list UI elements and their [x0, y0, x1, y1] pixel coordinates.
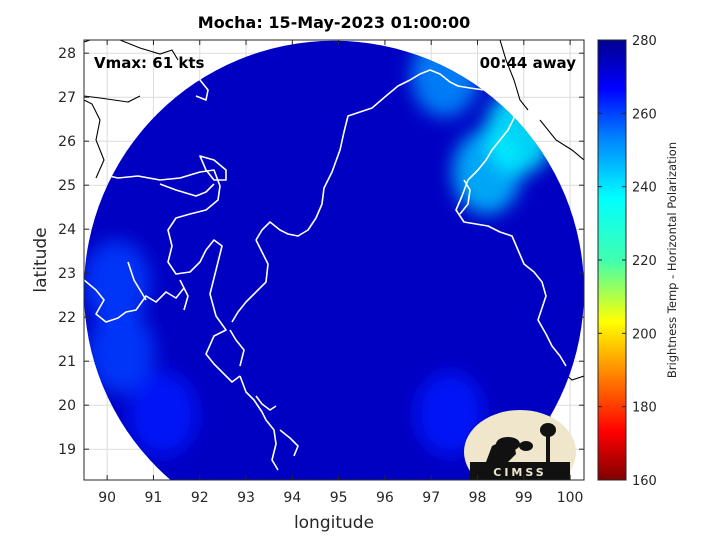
warm-region	[415, 372, 484, 456]
x-tick-label: 100	[557, 490, 584, 506]
y-tick-label: 19	[58, 442, 76, 458]
colorbar-tick-label: 240	[632, 181, 657, 196]
vmax-annotation: Vmax: 61 kts	[94, 54, 204, 72]
colorbar-label: Brightness Temp - Horizontal Polarizatio…	[665, 142, 679, 378]
warm-region	[84, 240, 151, 324]
colorbar-tick-label: 280	[632, 34, 657, 49]
plot-frame	[83, 39, 585, 481]
y-tick-label: 21	[58, 354, 76, 370]
warm-region	[87, 310, 156, 395]
y-tick-label: 20	[58, 398, 76, 414]
y-tick-label: 26	[58, 134, 76, 150]
y-tick-label: 27	[58, 90, 76, 106]
x-tick-label: 96	[376, 490, 394, 506]
x-tick-label: 90	[98, 490, 116, 506]
cimss-logo: CIMSS	[464, 410, 576, 480]
y-tick-label: 23	[58, 266, 76, 282]
colorbar-tick-label: 180	[632, 401, 657, 416]
colorbar-ticks: 160 180 200 220 240 260 280	[598, 34, 657, 489]
y-tick-label: 28	[58, 46, 76, 62]
x-tick-label: 98	[469, 490, 487, 506]
x-tick-label: 95	[330, 490, 348, 506]
x-tick-label: 93	[237, 490, 255, 506]
y-tick-label: 22	[58, 310, 76, 326]
x-tick-label: 91	[145, 490, 163, 506]
x-tick-label: 97	[422, 490, 440, 506]
colorbar	[597, 39, 627, 481]
x-tick-label: 92	[191, 490, 209, 506]
logo-text: CIMSS	[493, 466, 546, 479]
colorbar-tick-label: 220	[632, 254, 657, 269]
y-axis-ticks: 19 20 21 22 23 24 25 26 27 28	[58, 46, 584, 458]
x-axis-ticks: 90 91 92 93 94 95 96 97 98 99 100	[98, 40, 583, 506]
x-axis-label: longitude	[294, 513, 374, 533]
brightness-swath	[84, 40, 584, 480]
y-axis-label: latitude	[31, 227, 51, 292]
x-tick-label: 94	[283, 490, 301, 506]
colorbar-tick-label: 260	[632, 107, 657, 122]
colorbar-tick-label: 200	[632, 327, 657, 342]
chart-title: Mocha: 15-May-2023 01:00:00	[198, 13, 470, 32]
y-tick-label: 24	[58, 222, 76, 238]
distance-annotation: 00:44 away	[480, 54, 577, 72]
x-tick-label: 99	[515, 490, 533, 506]
plot-area: CIMSS	[84, 40, 584, 480]
y-tick-label: 25	[58, 178, 76, 194]
warm-region	[128, 372, 197, 456]
colorbar-tick-label: 160	[632, 474, 657, 489]
